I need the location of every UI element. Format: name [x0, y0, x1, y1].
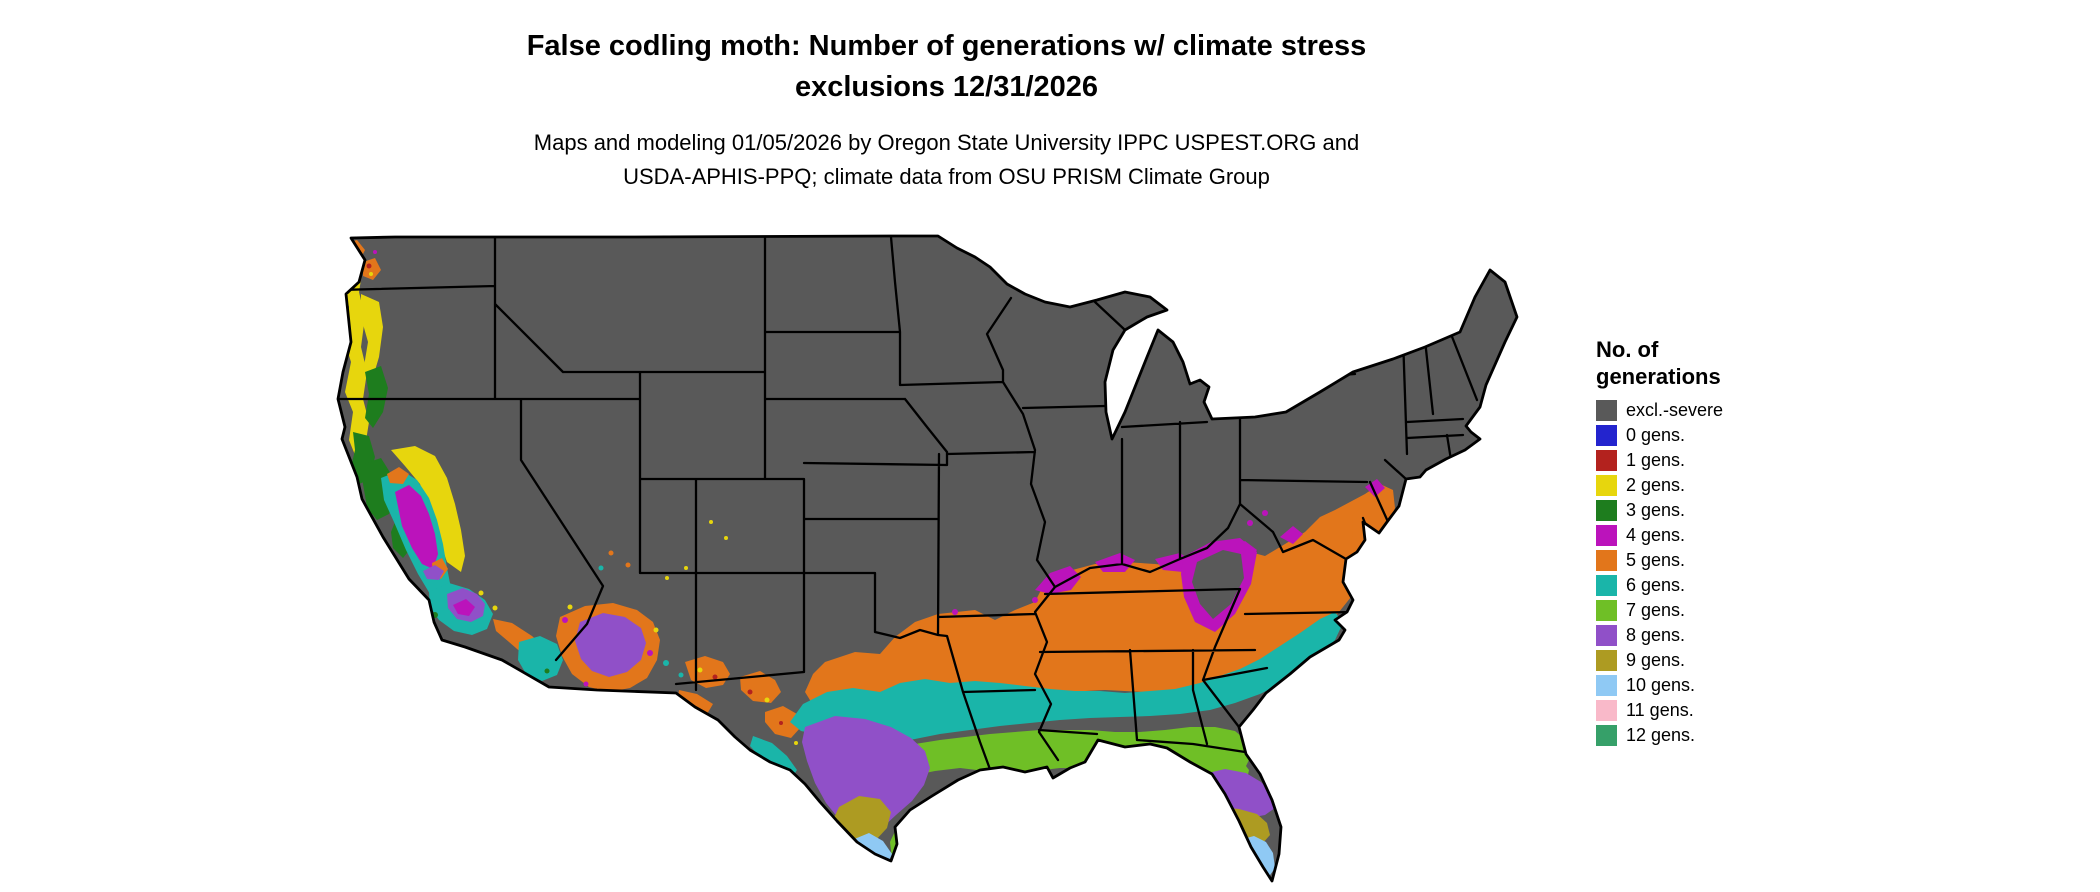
legend-item: 6 gens.: [1596, 575, 1836, 596]
legend-item-label: 1 gens.: [1626, 450, 1686, 470]
legend-item: 7 gens.: [1596, 600, 1836, 621]
legend-item: 2 gens.: [1596, 475, 1836, 496]
map-title-line2: exclusions 12/31/2026: [794, 71, 1099, 103]
legend-item: 4 gens.: [1596, 525, 1836, 546]
legend-swatch: [1596, 575, 1617, 596]
legend-item-label: 5 gens.: [1626, 550, 1686, 570]
legend-item: 12 gens.: [1596, 725, 1836, 746]
us-generation-map-svg: [336, 234, 1519, 883]
legend-swatch: [1596, 525, 1617, 546]
legend-item-label: 8 gens.: [1626, 625, 1686, 645]
legend-item: 11 gens.: [1596, 700, 1836, 721]
us-outline: [336, 234, 1519, 883]
legend-swatch: [1596, 675, 1617, 696]
map-title-line1: False codling moth: Number of generation…: [526, 30, 1367, 62]
legend-title-line2: generations: [1596, 364, 1721, 389]
legend-item: 3 gens.: [1596, 500, 1836, 521]
subtitle-block: Maps and modeling 01/05/2026 by Oregon S…: [0, 126, 1893, 194]
specks-2-gens: [369, 272, 798, 745]
legend-swatch: [1596, 600, 1617, 621]
legend-item-label: 2 gens.: [1626, 475, 1686, 495]
legend-item: 0 gens.: [1596, 425, 1836, 446]
state-borders: [338, 236, 1479, 774]
legend-item-label: 9 gens.: [1626, 650, 1686, 670]
legend-item-label: 3 gens.: [1626, 500, 1686, 520]
legend-item: 8 gens.: [1596, 625, 1836, 646]
legend-swatch: [1596, 450, 1617, 471]
map-subtitle-line2: USDA-APHIS-PPQ; climate data from OSU PR…: [623, 164, 1270, 189]
specks-4-gens: [373, 250, 653, 687]
legend-swatch: [1596, 400, 1617, 421]
map-subtitle-line1: Maps and modeling 01/05/2026 by Oregon S…: [533, 130, 1360, 155]
legend-item: excl.-severe: [1596, 400, 1836, 421]
legend: No. of generations excl.-severe 0 gens. 1 …: [1596, 336, 1836, 750]
legend-item-label: 0 gens.: [1626, 425, 1686, 445]
legend-item-label: 12 gens.: [1626, 725, 1696, 745]
zones-3-gens-west: [351, 366, 411, 558]
legend-items: excl.-severe 0 gens. 1 gens. 2 gens. 3 gens.…: [1596, 400, 1836, 746]
legend-item: 1 gens.: [1596, 450, 1836, 471]
legend-swatch: [1596, 550, 1617, 571]
zone-4-gens-central-valley: [395, 485, 438, 569]
legend-item-label: 7 gens.: [1626, 600, 1686, 620]
legend-item-label: 10 gens.: [1626, 675, 1696, 695]
legend-item-label: 11 gens.: [1626, 700, 1694, 720]
legend-item: 10 gens.: [1596, 675, 1836, 696]
legend-item-label: 6 gens.: [1626, 575, 1686, 595]
zone-excluded-appalachians: [1192, 550, 1244, 619]
zones-10-gens: [852, 833, 1275, 880]
legend-swatch: [1596, 475, 1617, 496]
legend-item-label: 4 gens.: [1626, 525, 1686, 545]
legend-title: No. of generations: [1596, 336, 1836, 390]
legend-item-label: excl.-severe: [1626, 400, 1724, 420]
legend-swatch: [1596, 425, 1617, 446]
legend-swatch: [1596, 650, 1617, 671]
legend-swatch: [1596, 725, 1617, 746]
legend-swatch: [1596, 625, 1617, 646]
legend-swatch: [1596, 500, 1617, 521]
zones-11-gens-florida-tip: [1239, 874, 1270, 881]
legend-title-line1: No. of: [1596, 337, 1659, 362]
us-map: [335, 222, 1561, 884]
legend-item: 9 gens.: [1596, 650, 1836, 671]
legend-item: 5 gens.: [1596, 550, 1836, 571]
zones-8-gens: [423, 565, 1275, 835]
legend-swatch: [1596, 700, 1617, 721]
title-block: False codling moth: Number of generation…: [0, 26, 1893, 194]
